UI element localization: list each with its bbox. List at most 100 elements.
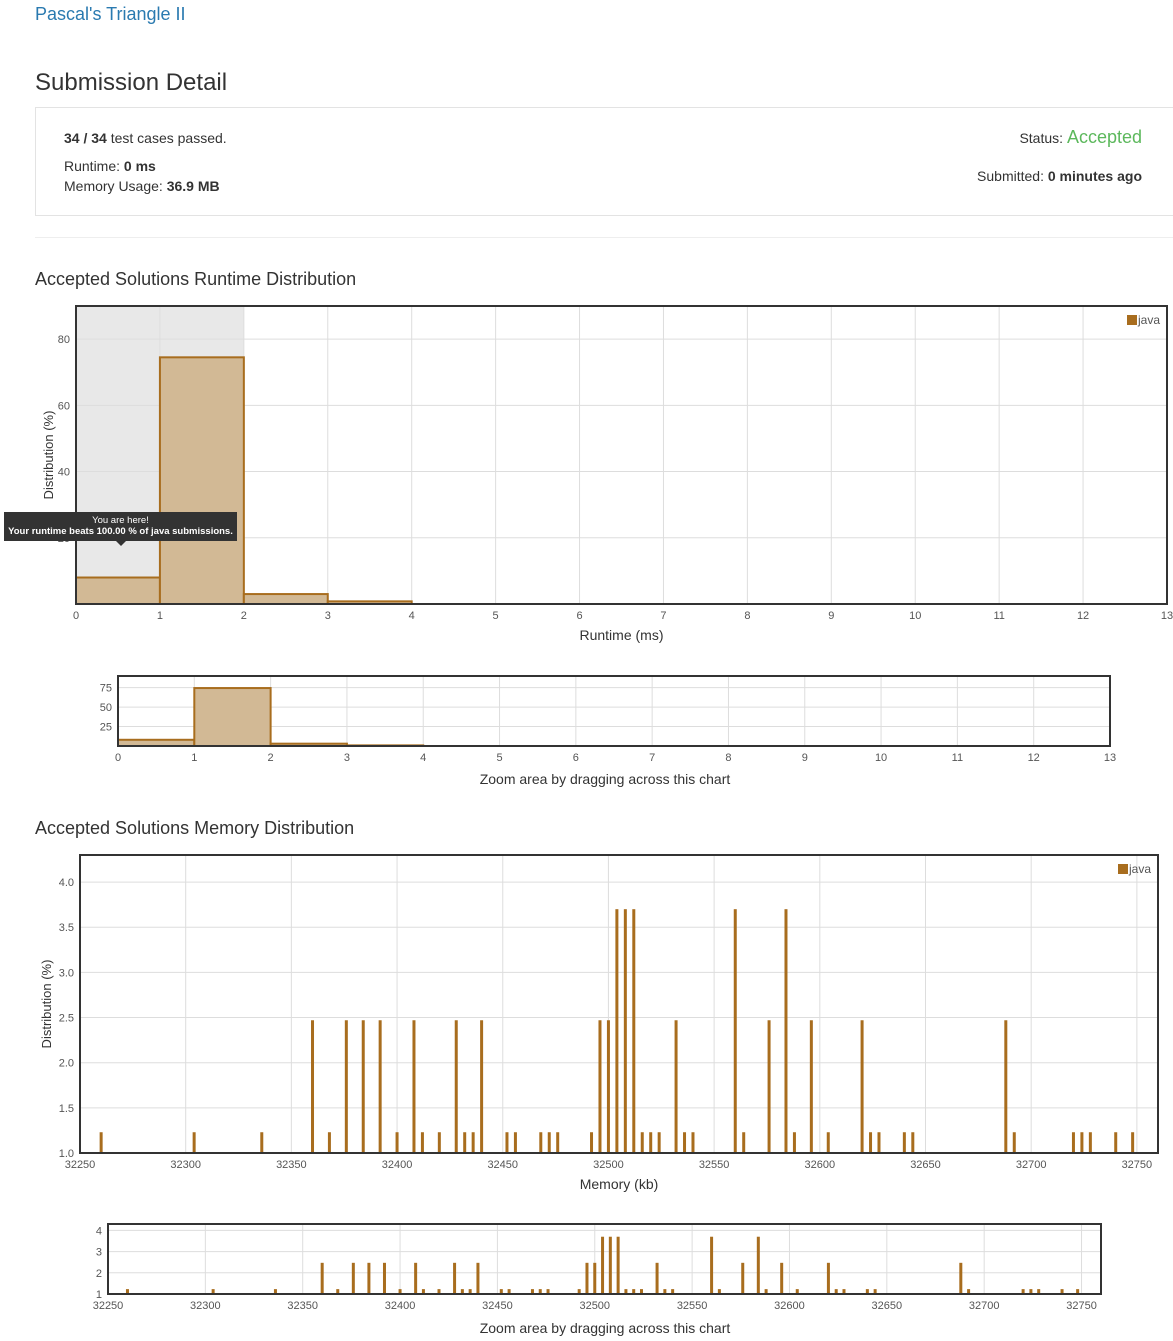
y-tick-label: 3.0 <box>59 967 74 979</box>
x-tick-label: 7 <box>660 610 666 622</box>
memory-bar <box>826 1262 830 1294</box>
memory-bar <box>505 1132 509 1153</box>
memory-bar <box>260 1132 264 1153</box>
memory-bar <box>1037 1289 1041 1294</box>
runtime-section-title: Accepted Solutions Runtime Distribution <box>35 269 357 289</box>
memory-bar <box>546 1289 550 1294</box>
x-tick-label: 32250 <box>93 1300 124 1312</box>
page-title: Submission Detail <box>35 69 228 96</box>
plot-frame <box>79 854 1159 1154</box>
memory-bar <box>764 1289 768 1294</box>
x-tick-label: 5 <box>496 752 502 764</box>
x-tick-label: 32650 <box>910 1159 941 1171</box>
cases-suffix: test cases passed. <box>110 130 227 146</box>
memory-bar <box>1080 1132 1084 1153</box>
memory-bar <box>539 1132 543 1153</box>
submitted-label: Submitted: <box>977 168 1044 184</box>
memory-bar <box>327 1132 331 1153</box>
memory-bar <box>767 1020 771 1153</box>
memory-bar <box>1131 1132 1135 1153</box>
memory-bar <box>784 909 788 1153</box>
x-tick-label: 13 <box>1104 752 1116 764</box>
memory-bar <box>1076 1289 1080 1294</box>
memory-bar <box>463 1132 467 1153</box>
memory-bar <box>780 1262 784 1294</box>
submitted-line: Submitted: 0 minutes ago <box>977 168 1142 184</box>
memory-bar <box>351 1262 355 1294</box>
x-tick-label: 4 <box>420 752 426 764</box>
memory-bar <box>691 1132 695 1153</box>
y-tick-label: 4 <box>96 1225 102 1237</box>
x-tick-label: 8 <box>725 752 731 764</box>
memory-zoom-chart[interactable]: 32250 32300 32350 32400 32450 32500 32550 32600… <box>0 1218 1173 1318</box>
x-tick-label: 10 <box>875 752 887 764</box>
memory-bar <box>639 1289 643 1294</box>
x-tick-label: 32750 <box>1122 1159 1153 1171</box>
memory-bar <box>655 1262 659 1294</box>
x-tick-label: 32400 <box>382 1159 413 1171</box>
y-tick-label: 1.5 <box>59 1103 74 1115</box>
memory-bar <box>967 1289 971 1294</box>
x-tick-label: 32300 <box>170 1159 201 1171</box>
y-axis-label: Distribution (%) <box>39 960 54 1049</box>
x-tick-label: 32700 <box>1016 1159 1047 1171</box>
memory-bar <box>733 909 737 1153</box>
memory-bar <box>421 1289 425 1294</box>
memory-bar <box>792 1132 796 1153</box>
runtime-line: Runtime: 0 ms <box>64 158 156 174</box>
memory-bar <box>320 1262 324 1294</box>
memory-bar <box>911 1132 915 1153</box>
cases-separator: / <box>83 130 88 146</box>
memory-bar <box>873 1289 877 1294</box>
memory-chart[interactable]: 32250 32300 32350 32400 32450 32500 32550 32600… <box>0 850 1173 1195</box>
memory-bar <box>468 1289 472 1294</box>
legend-swatch <box>1118 864 1128 874</box>
tooltip-line-2: Your runtime beats 100.00 % of java subm… <box>8 525 233 537</box>
x-tick-label: 32400 <box>385 1300 416 1312</box>
memory-bar <box>1114 1132 1118 1153</box>
plot-frame <box>107 1223 1102 1295</box>
x-tick-label: 9 <box>828 610 834 622</box>
memory-bar <box>865 1289 869 1294</box>
x-axis-label: Runtime (ms) <box>579 627 663 643</box>
x-tick-label: 4 <box>409 610 415 622</box>
memory-bar <box>125 1289 129 1294</box>
cases-total: 34 <box>91 130 107 146</box>
submission-summary-panel: 34 / 34 test cases passed. Runtime: 0 ms… <box>35 107 1173 216</box>
problem-title-link[interactable]: Pascal's Triangle II <box>35 4 186 24</box>
plot-frame <box>117 675 1111 747</box>
histogram-bar <box>158 356 245 606</box>
x-tick-label: 3 <box>325 610 331 622</box>
memory-bar <box>615 909 619 1153</box>
y-tick-label: 40 <box>58 467 70 479</box>
runtime-chart[interactable]: 01234567891011121320406080javaRuntime (m… <box>0 300 1173 650</box>
memory-bar <box>378 1020 382 1153</box>
histogram-bar <box>75 576 161 605</box>
memory-bar <box>601 1236 605 1294</box>
memory-bar <box>902 1132 906 1153</box>
memory-bar <box>590 1132 594 1153</box>
memory-bar <box>367 1262 371 1294</box>
x-tick-label: 32300 <box>190 1300 221 1312</box>
memory-bar <box>1021 1289 1025 1294</box>
memory-bar <box>1004 1020 1008 1153</box>
runtime-zoom-caption: Zoom area by dragging across this chart <box>479 771 731 787</box>
histogram-bar <box>242 593 329 606</box>
memory-line: Memory Usage: 36.9 MB <box>64 178 220 194</box>
status-value: Accepted <box>1066 127 1142 147</box>
memory-bar <box>454 1020 458 1153</box>
memory-bar <box>453 1262 457 1294</box>
memory-bar <box>710 1236 714 1294</box>
y-tick-label: 75 <box>100 683 112 695</box>
x-tick-label: 32350 <box>276 1159 307 1171</box>
memory-bar <box>192 1132 196 1153</box>
x-axis-label: Memory (kb) <box>580 1176 659 1192</box>
memory-bar <box>671 1289 675 1294</box>
memory-bar <box>382 1262 386 1294</box>
memory-bar <box>585 1262 589 1294</box>
y-tick-label: 3 <box>96 1247 102 1259</box>
submitted-value: 0 minutes ago <box>1047 168 1142 184</box>
status-line: Status: Accepted <box>1019 127 1142 148</box>
memory-bar <box>598 1020 602 1153</box>
